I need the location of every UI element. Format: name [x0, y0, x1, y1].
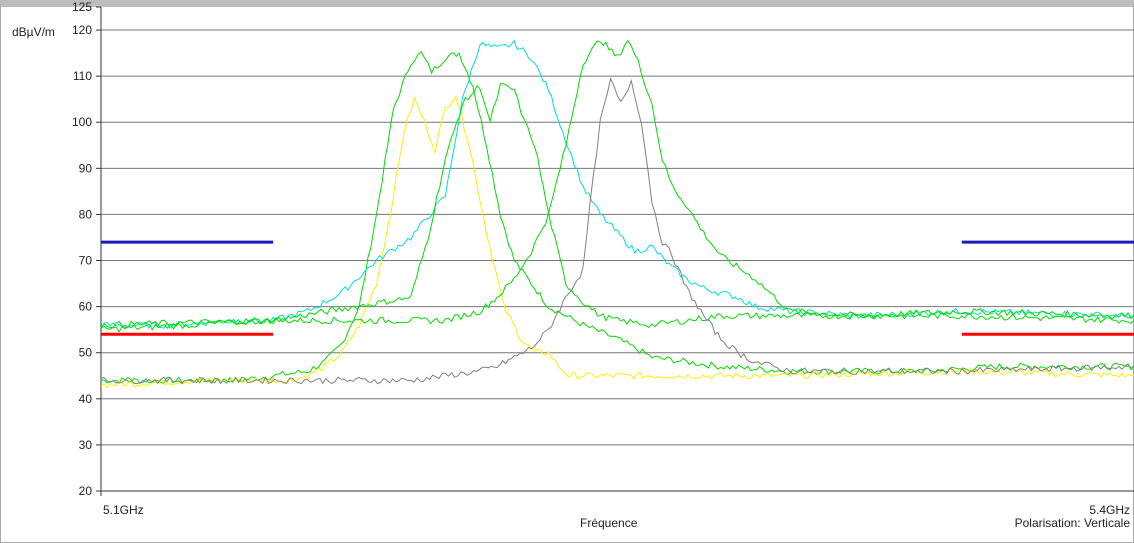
y-tick-label: 90: [79, 161, 93, 175]
y-tick-label: 120: [72, 23, 92, 37]
x-axis-title: Fréquence: [580, 516, 638, 530]
y-tick-label: 125: [72, 0, 92, 14]
series-line: [100, 39, 1134, 330]
series-line: [100, 39, 1134, 333]
x-tick-label-start: 5.1GHz: [103, 503, 144, 517]
series-line: [100, 77, 1134, 385]
series-line: [100, 83, 1134, 329]
y-tick-label: 20: [79, 484, 93, 498]
y-tick-label: 50: [79, 346, 93, 360]
y-tick-label: 110: [73, 69, 92, 83]
y-tick-label: 100: [72, 115, 92, 129]
x-tick-label-end: 5.4GHz: [1089, 503, 1130, 517]
y-axis-unit-label: dBµV/m: [12, 25, 55, 39]
series-line: [100, 95, 1134, 389]
y-tick-label: 60: [79, 300, 93, 314]
y-tick-label: 80: [79, 207, 93, 221]
y-tick-label: 40: [79, 392, 93, 406]
y-tick-label: 30: [79, 438, 93, 452]
y-tick-label: 70: [79, 254, 93, 268]
polarisation-note: Polarisation: Verticale: [1014, 516, 1130, 530]
